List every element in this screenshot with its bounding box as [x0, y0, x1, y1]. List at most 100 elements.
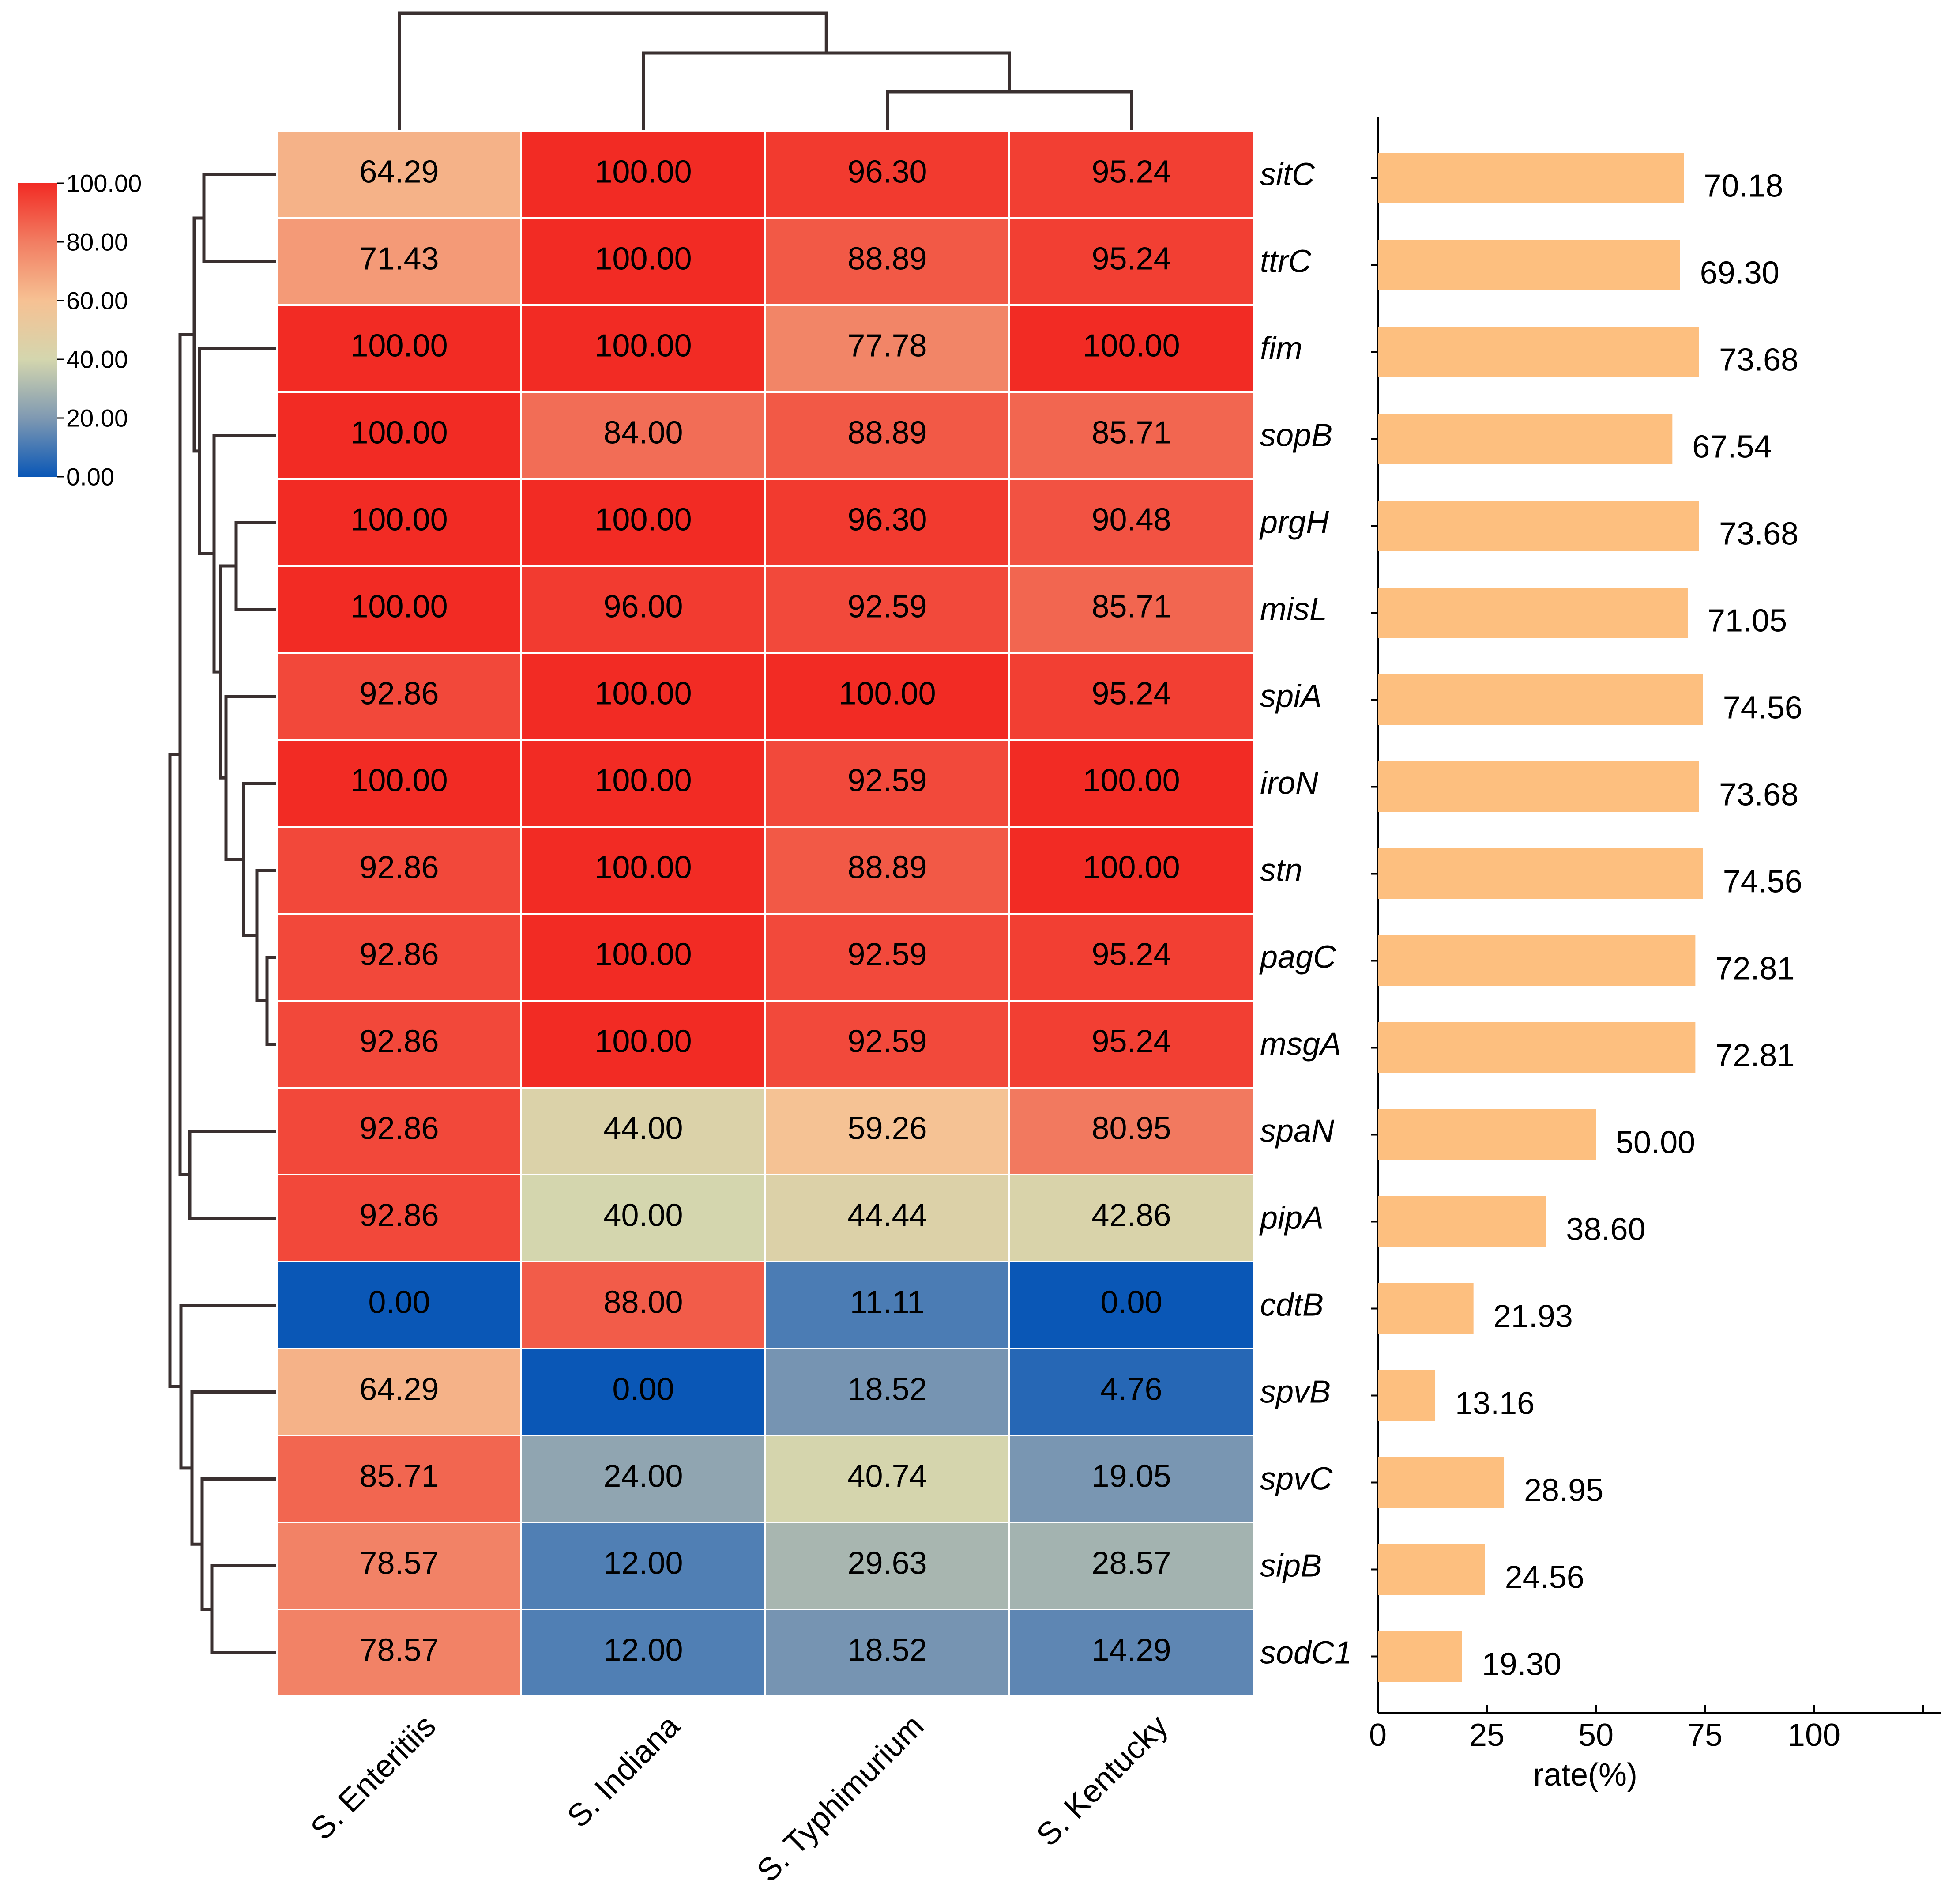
- heatmap-cell-value: 64.29: [359, 1372, 439, 1407]
- heatmap-cells: 64.29 100.00 96.30 95.24 71.43 100.00 88.89 95.…: [276, 130, 1254, 1697]
- bar-prgH: [1378, 501, 1699, 551]
- legend-tick-label: 100.00: [66, 170, 142, 197]
- heatmap-cell-spvC-4: [1008, 1435, 1254, 1523]
- heatmap-cell-ttrC-4: [1008, 217, 1254, 306]
- heatmap-cell-value: 95.24: [1091, 1024, 1171, 1059]
- gene-label-pagC: pagC: [1259, 940, 1336, 975]
- gene-label-spvC: spvC: [1260, 1462, 1333, 1497]
- bar-value-label: 71.05: [1708, 603, 1787, 639]
- heatmap-cell-value: 85.71: [1091, 589, 1171, 625]
- heatmap-cell-spiA-4: [1008, 652, 1254, 741]
- heatmap-cell-value: 92.86: [359, 1024, 439, 1059]
- row-dendrogram-branch: [210, 1564, 277, 1654]
- heatmap-cell-value: 42.86: [1091, 1198, 1171, 1233]
- bar-sopB: [1378, 414, 1673, 464]
- heatmap-cell-misL-2: [520, 565, 766, 654]
- heatmap-cell-pipA-4: [1008, 1174, 1254, 1262]
- row-dendrogram-branch: [190, 1390, 277, 1546]
- heatmap-cell-value: 100.00: [594, 937, 692, 972]
- heatmap-cell-stn-4: [1008, 826, 1254, 915]
- heatmap-cell-pipA-3: [764, 1174, 1010, 1262]
- rate-bar-chart: 70.18 69.30 73.68 67.54 73.68 71.05 74.56 73.68…: [1369, 117, 1941, 1793]
- heatmap-cell-value: 92.59: [847, 1024, 927, 1059]
- bar-x-tick-label: 0: [1369, 1718, 1387, 1753]
- gene-label-prgH: prgH: [1259, 505, 1329, 540]
- heatmap-cell-value: 18.52: [847, 1633, 927, 1668]
- bar-value-label: 24.56: [1505, 1560, 1584, 1595]
- bar-spaN: [1378, 1109, 1596, 1160]
- row-dendrogram-branch: [178, 333, 194, 1176]
- heatmap-cell-value: 96.30: [847, 502, 927, 538]
- heatmap-cell-iroN-1: [276, 739, 522, 828]
- row-dendrogram-branch: [224, 695, 277, 861]
- heatmap-cell-value: 19.05: [1091, 1459, 1171, 1494]
- heatmap-cell-value: 29.63: [847, 1546, 927, 1581]
- heatmap-cell-value: 84.00: [603, 415, 683, 451]
- heatmap-cell-prgH-4: [1008, 478, 1254, 567]
- gene-label-sipB: sipB: [1260, 1548, 1322, 1584]
- heatmap-cell-sodC1-2: [520, 1609, 766, 1697]
- bar-value-label: 38.60: [1566, 1212, 1645, 1247]
- row-dendrogram-branch: [242, 782, 277, 937]
- heatmap-cell-spiA-3: [764, 652, 1010, 741]
- column-dendrogram-branch: [398, 11, 828, 131]
- heatmap-cell-iroN-4: [1008, 739, 1254, 828]
- legend-tick-label: 0.00: [66, 463, 114, 491]
- heatmap-cell-value: 100.00: [350, 502, 448, 538]
- column-dendrogram: [398, 11, 1133, 131]
- heatmap-cell-iroN-2: [520, 739, 766, 828]
- column-label-1: S. Enteritiis: [304, 1708, 443, 1847]
- bar-value-label: 73.68: [1719, 777, 1798, 813]
- heatmap-cell-value: 100.00: [1083, 850, 1180, 885]
- gene-labels: sitC ttrC fim sopB prgH misL spiA iroN stn pagC ms…: [1259, 157, 1352, 1671]
- heatmap-cell-value: 100.00: [350, 763, 448, 799]
- bar-x-axis-title: rate(%): [1533, 1757, 1637, 1793]
- gene-label-ttrC: ttrC: [1260, 244, 1312, 279]
- gene-label-sodC1: sodC1: [1260, 1635, 1352, 1671]
- bar-x-tick-label: 100: [1787, 1718, 1840, 1753]
- bar-value-label: 19.30: [1482, 1647, 1561, 1682]
- bar-iroN: [1378, 761, 1699, 812]
- heatmap-cell-misL-4: [1008, 565, 1254, 654]
- bar-value-label: 50.00: [1616, 1125, 1695, 1160]
- bar-spiA: [1378, 674, 1703, 725]
- heatmap-cell-value: 96.00: [603, 589, 683, 625]
- row-dendrogram-branch: [188, 1130, 277, 1220]
- gene-label-spaN: spaN: [1260, 1114, 1335, 1149]
- heatmap-cell-value: 92.86: [359, 1198, 439, 1233]
- heatmap-cell-msgA-4: [1008, 1000, 1254, 1089]
- heatmap-cell-value: 12.00: [603, 1546, 683, 1581]
- heatmap-cell-value: 44.44: [847, 1198, 927, 1233]
- heatmap-cell-spvC-1: [276, 1435, 522, 1523]
- heatmap-cell-value: 78.57: [359, 1546, 439, 1581]
- row-dendrogram-branch: [212, 434, 277, 674]
- gene-label-msgA: msgA: [1260, 1027, 1341, 1062]
- column-label-4: S. Kentucky: [1030, 1708, 1175, 1853]
- heatmap-cell-value: 92.59: [847, 937, 927, 972]
- heatmap-cell-sitC-4: [1008, 130, 1254, 219]
- bar-x-tick-label: 25: [1469, 1718, 1505, 1753]
- heatmap-cell-spaN-2: [520, 1087, 766, 1175]
- heatmap-cell-fim-2: [520, 304, 766, 393]
- bar-sipB: [1378, 1544, 1485, 1595]
- heatmap-cell-value: 95.24: [1091, 241, 1171, 277]
- row-dendrogram-branch: [168, 753, 181, 1388]
- heatmap-cell-value: 100.00: [350, 415, 448, 451]
- legend-tick-label: 40.00: [66, 346, 128, 373]
- heatmap-cell-value: 92.59: [847, 763, 927, 799]
- heatmap-cell-sodC1-1: [276, 1609, 522, 1697]
- heatmap-cell-value: 64.29: [359, 154, 439, 190]
- heatmap-cell-value: 40.00: [603, 1198, 683, 1233]
- legend-tick-label: 20.00: [66, 404, 128, 432]
- bar-value-label: 74.56: [1723, 864, 1802, 900]
- bar-fim: [1378, 327, 1699, 377]
- heatmap-cell-value: 90.48: [1091, 502, 1171, 538]
- heatmap-cell-value: 12.00: [603, 1633, 683, 1668]
- color-legend: 100.00 80.00 60.00 40.00 20.00 0.00: [18, 170, 142, 491]
- heatmap-cell-value: 95.24: [1091, 676, 1171, 712]
- gene-label-iroN: iroN: [1260, 766, 1319, 801]
- heatmap-cell-fim-4: [1008, 304, 1254, 393]
- heatmap-cell-sitC-2: [520, 130, 766, 219]
- bar-value-label: 73.68: [1719, 516, 1798, 552]
- heatmap-cell-value: 100.00: [594, 241, 692, 277]
